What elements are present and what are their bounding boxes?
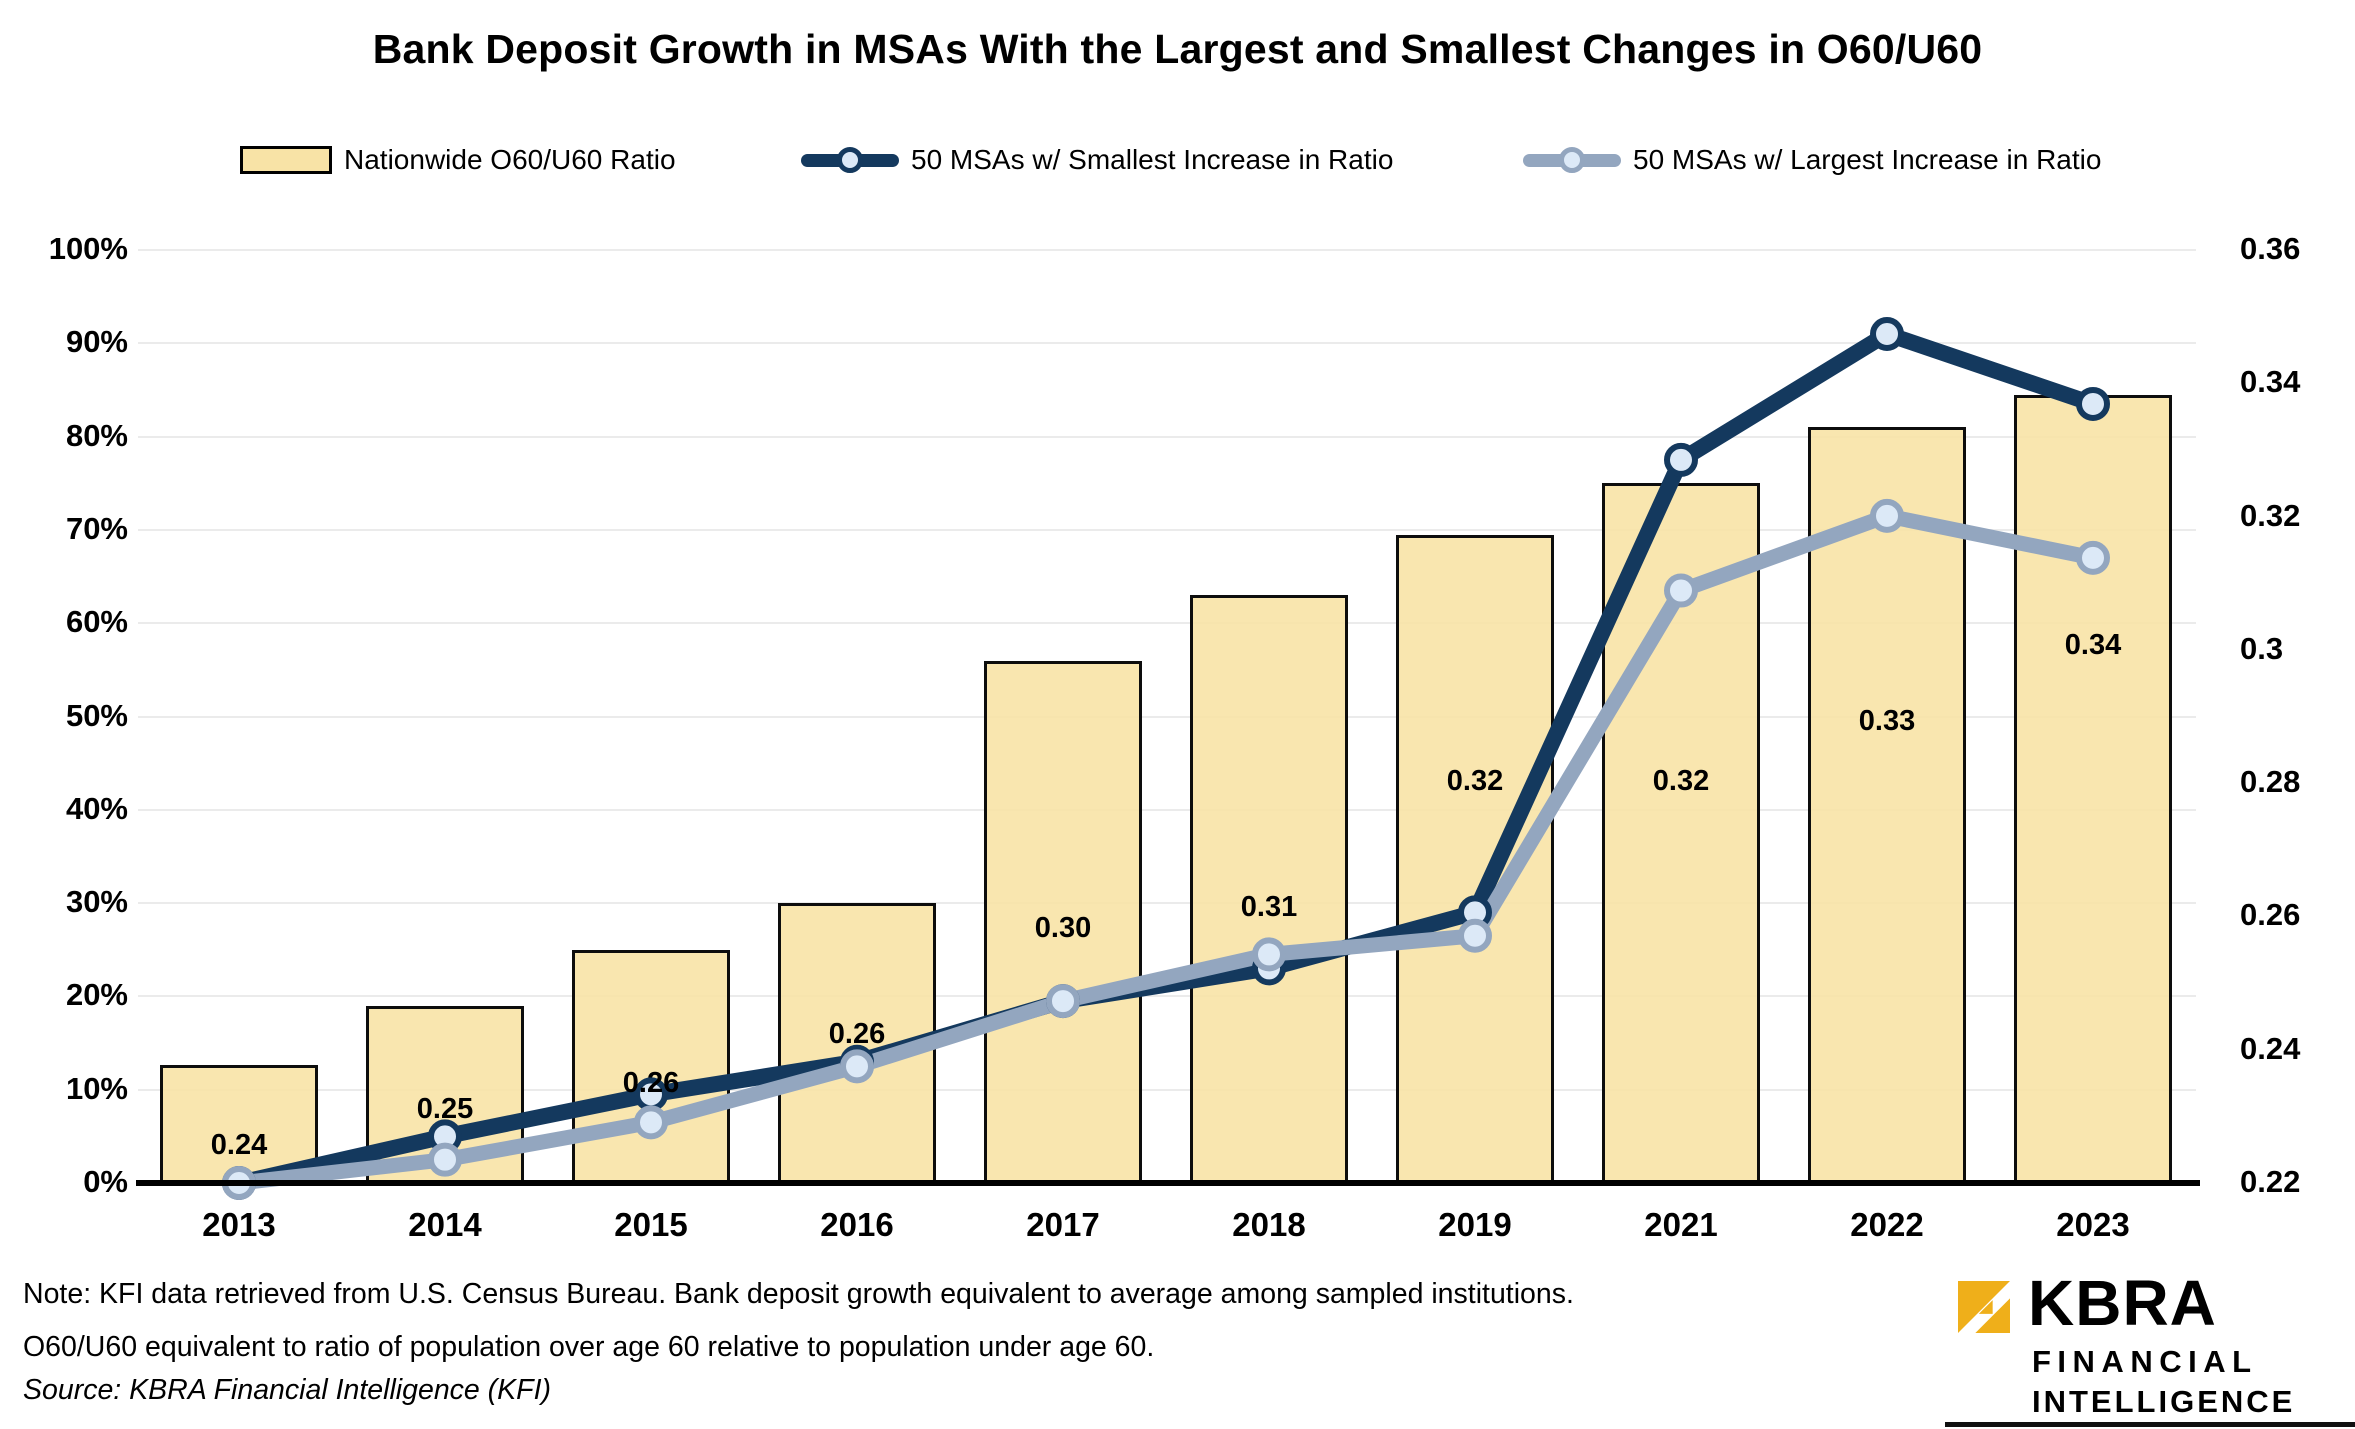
x-axis-label-2013: 2013: [202, 1206, 276, 1243]
x-axis-label-2019: 2019: [1438, 1206, 1512, 1243]
x-axis-label-2014: 2014: [408, 1206, 482, 1243]
bar-value-label-2013: 0.24: [210, 1128, 268, 1161]
legend-label-nationwide-ratio: Nationwide O60/U60 Ratio: [344, 144, 676, 175]
x-axis-label-2018: 2018: [1232, 1206, 1306, 1243]
left-axis-tick-90%: 90%: [65, 324, 128, 360]
x-axis-label-2021: 2021: [1644, 1206, 1718, 1243]
left-axis-tick-60%: 60%: [65, 604, 128, 640]
line-swatch-largest-icon: [1523, 147, 1621, 173]
marker-icon: [837, 147, 863, 173]
right-axis-tick-0.32: 0.32: [2240, 497, 2301, 533]
legend-item-largest-increase: 50 MSAs w/ Largest Increase in Ratio: [1523, 144, 2101, 176]
bar-swatch-icon: [240, 146, 332, 174]
point-largest-2023: [2076, 540, 2110, 575]
left-axis-tick-40%: 40%: [65, 790, 128, 826]
x-axis-label-2023: 2023: [2056, 1206, 2130, 1243]
legend-label-largest-increase: 50 MSAs w/ Largest Increase in Ratio: [1633, 144, 2102, 175]
x-axis-label-2022: 2022: [1850, 1206, 1924, 1243]
point-largest-2016: [840, 1049, 874, 1084]
left-axis-tick-30%: 30%: [65, 884, 128, 920]
legend-item-nationwide-ratio: Nationwide O60/U60 Ratio: [240, 144, 676, 176]
left-axis-tick-100%: 100%: [48, 231, 128, 266]
left-axis-tick-50%: 50%: [65, 697, 128, 733]
point-largest-2021: [1664, 573, 1698, 608]
point-largest-2018: [1252, 937, 1286, 972]
gridline: [138, 1088, 2196, 1091]
point-largest-2017: [1046, 984, 1080, 1019]
page-title: Bank Deposit Growth in MSAs With the Lar…: [372, 26, 1983, 72]
kbra-intelligence-text: INTELLIGENCE: [2032, 1384, 2296, 1419]
gridline: [138, 808, 2196, 811]
right-axis-tick-0.24: 0.24: [2240, 1030, 2301, 1066]
bar-value-label-2023: 0.34: [2064, 628, 2122, 661]
bar-value-label-2022: 0.33: [1858, 705, 1916, 738]
point-largest-2015: [634, 1105, 668, 1140]
gridline: [138, 902, 2196, 905]
point-smallest-2022: [1870, 316, 1904, 351]
bar-value-label-2018: 0.31: [1240, 890, 1298, 923]
kbra-logo-icon: [1958, 1281, 2010, 1333]
x-axis-label-2015: 2015: [614, 1206, 688, 1243]
bar-value-label-2019: 0.32: [1446, 764, 1504, 797]
x-axis-label-2017: 2017: [1026, 1206, 1100, 1243]
line-swatch-smallest-icon: [801, 147, 899, 173]
point-largest-2022: [1870, 498, 1904, 533]
gridline: [138, 342, 2196, 345]
source-line: Source: KBRA Financial Intelligence (KFI…: [23, 1374, 552, 1406]
left-axis-tick-0%: 0%: [83, 1164, 128, 1199]
right-axis-tick-0.3: 0.3: [2240, 630, 2284, 666]
x-axis-line: [136, 1180, 2200, 1186]
gridline: [138, 622, 2196, 625]
left-axis-tick-80%: 80%: [65, 417, 128, 453]
bar-value-label-2016: 0.26: [828, 1017, 886, 1050]
bar-value-label-2015: 0.26: [622, 1067, 680, 1100]
point-largest-2014: [428, 1142, 462, 1177]
right-axis-tick-0.28: 0.28: [2240, 764, 2301, 800]
legend-item-smallest-increase: 50 MSAs w/ Smallest Increase in Ratio: [801, 144, 1393, 176]
note-line-1: Note: KFI data retrieved from U.S. Censu…: [23, 1278, 1574, 1310]
kbra-wordmark: KBRA: [2028, 1267, 2217, 1339]
right-axis-tick-0.26: 0.26: [2240, 897, 2301, 933]
bar-2022: [1808, 427, 1966, 1183]
bar-2023: [2014, 394, 2172, 1183]
gridline: [138, 528, 2196, 531]
line-largest-increase: [231, 508, 2101, 1191]
line-series-overlay: [222, 316, 2110, 1200]
logo-underline: [1945, 1422, 2355, 1427]
gridline: [138, 435, 2196, 438]
gridline: [138, 715, 2196, 718]
point-largest-2019: [1458, 918, 1492, 953]
left-axis-tick-10%: 10%: [65, 1070, 128, 1106]
legend-label-smallest-increase: 50 MSAs w/ Smallest Increase in Ratio: [911, 144, 1394, 175]
kbra-financial-text: FINANCIAL: [2032, 1344, 2258, 1379]
bar-value-label-2021: 0.32: [1652, 764, 1710, 797]
right-axis-tick-0.34: 0.34: [2240, 364, 2301, 400]
gridline: [138, 995, 2196, 998]
point-smallest-2023: [2076, 386, 2110, 421]
point-smallest-2021: [1664, 442, 1698, 477]
line-smallest-increase: [231, 325, 2101, 1191]
x-axis-label-2016: 2016: [820, 1206, 894, 1243]
gridline: [138, 249, 2196, 251]
note-line-2: O60/U60 equivalent to ratio of populatio…: [23, 1331, 1155, 1363]
bar-value-label-2014: 0.25: [416, 1093, 474, 1126]
bar-value-label-2017: 0.30: [1034, 912, 1092, 945]
bar-2015: [572, 949, 730, 1183]
right-axis-tick-0.22: 0.22: [2240, 1164, 2301, 1199]
marker-icon: [1559, 147, 1585, 173]
left-axis-tick-70%: 70%: [65, 510, 128, 546]
right-axis-tick-0.36: 0.36: [2240, 231, 2301, 266]
left-axis-tick-20%: 20%: [65, 977, 128, 1013]
bar-2019: [1396, 534, 1554, 1183]
